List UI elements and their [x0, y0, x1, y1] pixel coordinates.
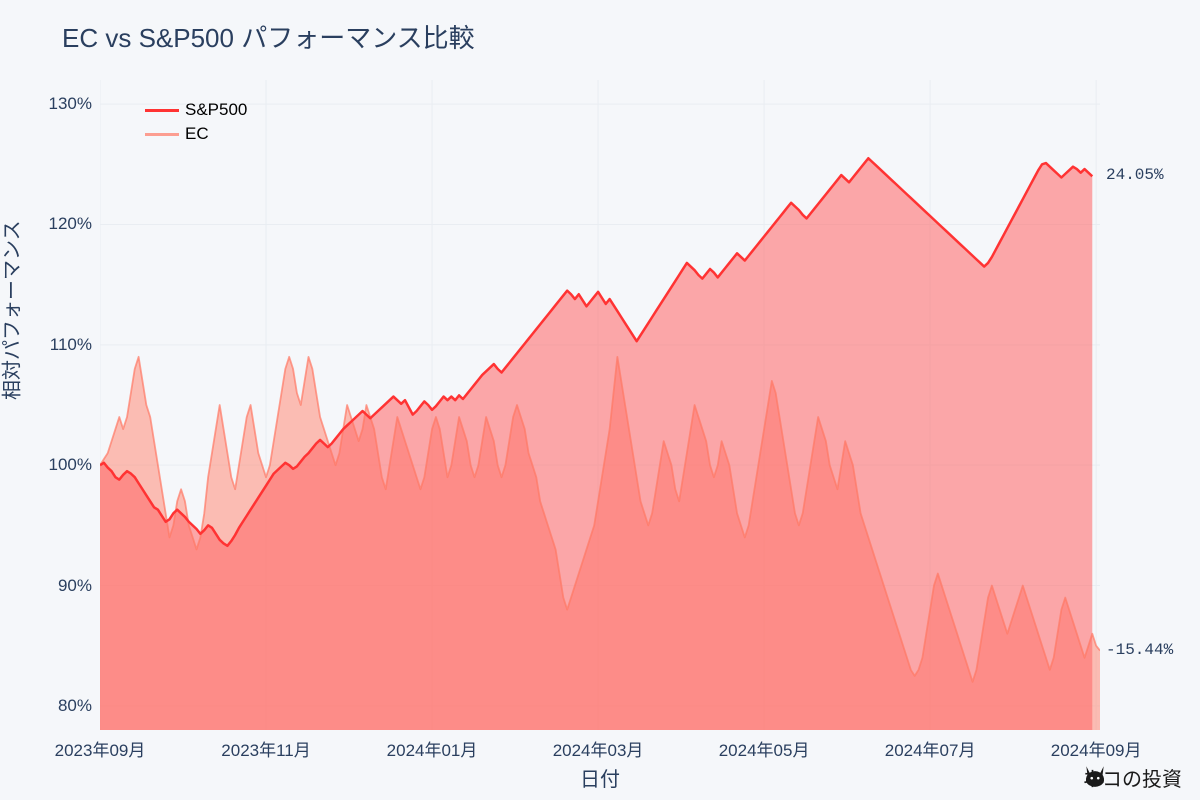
y-tick-label: 80% — [58, 696, 92, 716]
x-tick-label: 2024年09月 — [1051, 736, 1142, 761]
y-axis-label: 相対パフォーマンス — [0, 220, 25, 400]
series-end-label: 24.05% — [1106, 166, 1164, 184]
legend-label-sp500: S&P500 — [185, 100, 247, 120]
legend-swatch-ec — [145, 133, 179, 136]
series-end-label: -15.44% — [1106, 641, 1173, 659]
x-tick-label: 2024年05月 — [719, 736, 810, 761]
x-tick-label: 2024年07月 — [885, 736, 976, 761]
x-tick-label: 2024年01月 — [387, 736, 478, 761]
y-tick-label: 100% — [49, 455, 92, 475]
y-tick-label: 130% — [49, 94, 92, 114]
legend: S&P500 EC — [145, 100, 247, 148]
plot-area: S&P500 EC 80%90%100%110%120%130%2023年09月… — [100, 80, 1100, 730]
legend-swatch-sp500 — [145, 109, 179, 112]
x-tick-label: 2024年03月 — [553, 736, 644, 761]
x-tick-label: 2023年11月 — [221, 736, 310, 761]
legend-item-sp500[interactable]: S&P500 — [145, 100, 247, 120]
legend-label-ec: EC — [185, 124, 209, 144]
y-tick-label: 110% — [50, 335, 92, 355]
legend-item-ec[interactable]: EC — [145, 124, 247, 144]
watermark: ネコの投資 — [1082, 763, 1182, 792]
y-tick-label: 120% — [49, 214, 92, 234]
chart-title: EC vs S&P500 パフォーマンス比較 — [62, 18, 475, 55]
x-axis-label: 日付 — [580, 763, 620, 792]
y-tick-label: 90% — [58, 576, 92, 596]
series-lines — [100, 80, 1100, 730]
cat-icon — [1082, 763, 1108, 789]
x-tick-label: 2023年09月 — [55, 736, 146, 761]
chart-container: EC vs S&P500 パフォーマンス比較 相対パフォーマンス 日付 S&P5… — [0, 0, 1200, 800]
